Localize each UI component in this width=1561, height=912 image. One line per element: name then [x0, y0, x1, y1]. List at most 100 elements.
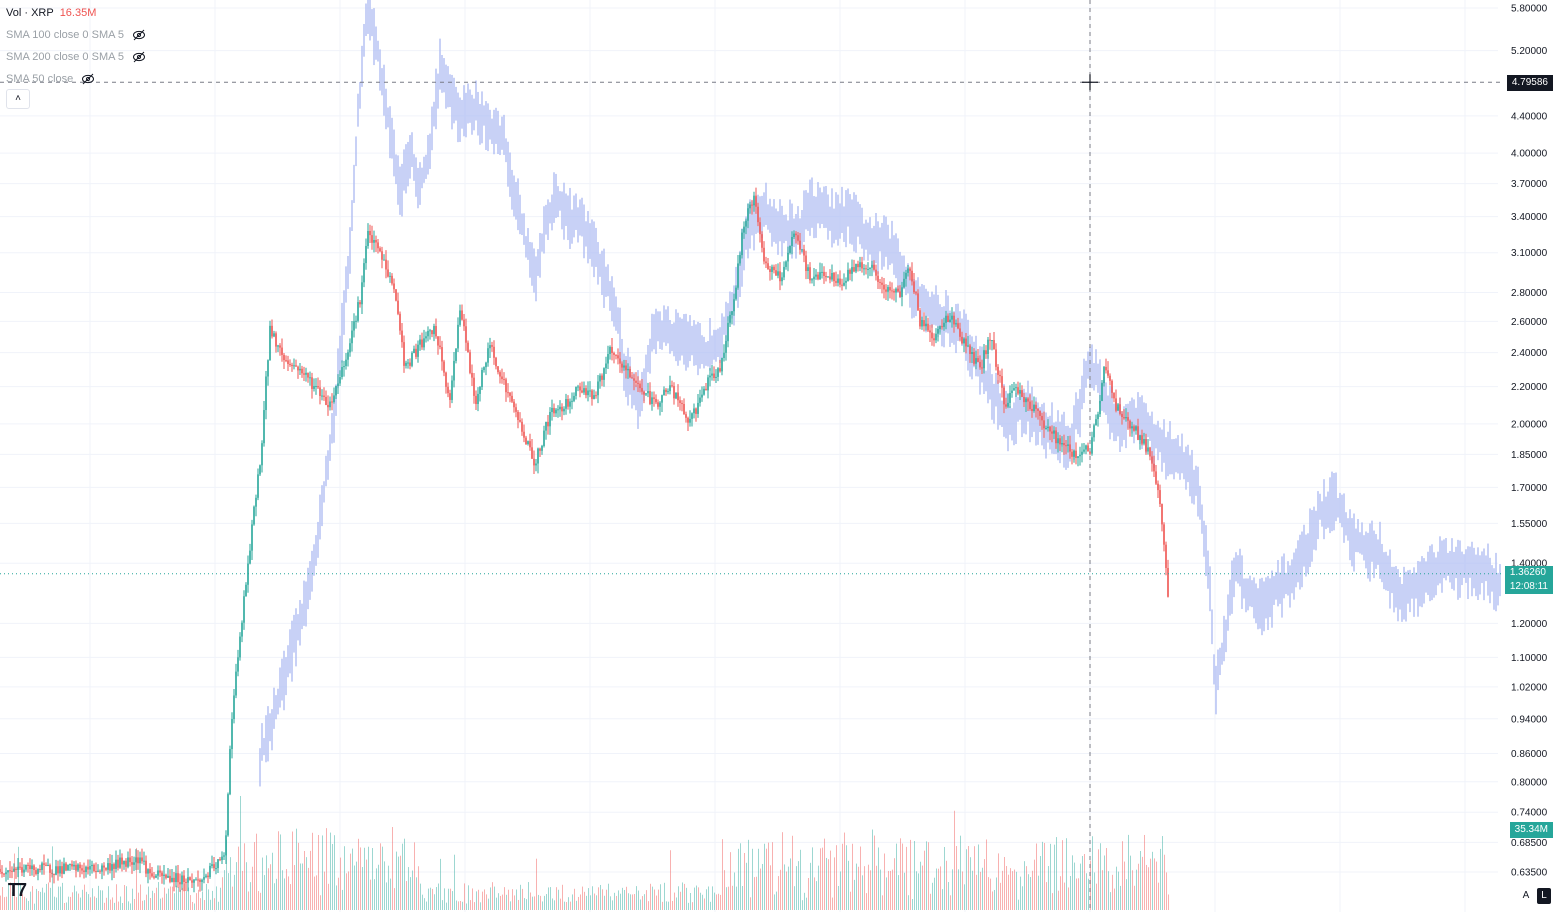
volume-bar — [358, 838, 359, 910]
volume-bar — [338, 877, 339, 910]
candle-body — [281, 347, 283, 355]
candle-body — [753, 195, 755, 206]
volume-bar — [896, 843, 897, 910]
volume-bar — [382, 846, 383, 910]
candle-body — [391, 275, 393, 284]
volume-bar — [974, 846, 975, 910]
tradingview-logo[interactable]: T7 — [8, 880, 28, 900]
legend-sma200[interactable]: SMA 200 close 0 SMA 5 — [6, 46, 146, 68]
volume-bar — [816, 881, 817, 910]
log-scale-button[interactable]: L — [1537, 888, 1551, 904]
volume-bar — [1030, 877, 1031, 910]
volume-bar — [464, 883, 465, 910]
eye-crossed-icon[interactable] — [81, 72, 95, 86]
candle-body — [171, 877, 173, 882]
volume-bar — [290, 884, 291, 910]
volume-bar — [894, 858, 895, 910]
price-tick-label: 1.10000 — [1511, 653, 1548, 664]
candle-body — [221, 856, 223, 861]
candle-body — [653, 397, 655, 399]
candle-body — [595, 395, 597, 397]
auto-scale-button[interactable]: A — [1522, 890, 1530, 901]
volume-bar — [760, 868, 761, 910]
price-tick-label: 0.68500 — [1511, 838, 1548, 849]
volume-bar — [304, 850, 305, 910]
volume-bar — [780, 869, 781, 910]
volume-bar — [226, 839, 227, 910]
price-tick-label: 0.80000 — [1511, 777, 1548, 788]
candle-body — [1005, 404, 1007, 407]
volume-bar — [788, 866, 789, 910]
candle-body — [807, 267, 809, 272]
volume-bar — [474, 902, 475, 910]
candle-body — [133, 862, 135, 865]
volume-bar — [386, 882, 387, 910]
candle-body — [1067, 444, 1069, 446]
candle-body — [551, 407, 553, 412]
candle-body — [643, 391, 645, 395]
price-tick-label: 1.55000 — [1511, 519, 1548, 530]
legend-sma50[interactable]: SMA 50 close — [6, 68, 146, 90]
candle-body — [165, 874, 167, 878]
candle-body — [109, 863, 111, 871]
legend: Vol · XRP 16.35M SMA 100 close 0 SMA 5 S… — [6, 2, 146, 90]
candle-body — [1053, 430, 1055, 434]
candle-body — [465, 326, 467, 343]
volume-bar — [652, 886, 653, 910]
volume-bar — [942, 889, 943, 910]
candle-body — [9, 870, 11, 872]
volume-bar — [68, 896, 69, 910]
volume-bar — [374, 879, 375, 910]
candle-body — [1139, 435, 1141, 440]
volume-bar — [352, 848, 353, 910]
candle-body — [1011, 390, 1013, 394]
candle-body — [253, 506, 255, 525]
candle-body — [411, 352, 413, 366]
volume-bar — [548, 887, 549, 910]
candle-body — [57, 866, 59, 874]
volume-bar — [1154, 858, 1155, 910]
eye-crossed-icon[interactable] — [132, 50, 146, 64]
candle-body — [289, 364, 291, 366]
volume-bar — [960, 835, 961, 910]
candle-body — [719, 368, 721, 372]
volume-bar — [1040, 856, 1041, 910]
candle-body — [335, 386, 337, 396]
volume-bar — [138, 892, 139, 910]
candle-series — [0, 187, 1169, 893]
volume-bar — [964, 884, 965, 910]
volume-bar — [164, 887, 165, 910]
price-tick-label: 2.20000 — [1511, 382, 1548, 393]
chevron-up-icon: ˄ — [15, 93, 21, 104]
candle-body — [981, 367, 983, 369]
volume-bar — [902, 843, 903, 910]
volume-bar — [906, 846, 907, 910]
candle-body — [23, 869, 25, 873]
volume-bar — [792, 835, 793, 910]
candle-body — [157, 870, 159, 876]
volume-bar — [976, 874, 977, 910]
legend-volume[interactable]: Vol · XRP 16.35M — [6, 2, 146, 24]
volume-bar — [804, 892, 805, 910]
legend-collapse-button[interactable]: ˄ — [6, 89, 30, 109]
candle-body — [323, 395, 325, 397]
volume-bar — [594, 893, 595, 910]
candle-body — [41, 863, 43, 870]
candle-body — [715, 376, 717, 378]
eye-crossed-icon[interactable] — [132, 28, 146, 42]
legend-sma100[interactable]: SMA 100 close 0 SMA 5 — [6, 24, 146, 46]
volume-bar — [1070, 876, 1071, 910]
volume-bar — [408, 867, 409, 910]
candle-body — [891, 290, 893, 292]
candle-body — [39, 869, 41, 871]
volume-bar — [380, 843, 381, 910]
volume-bar — [864, 866, 865, 910]
candle-body — [561, 406, 563, 412]
candle-body — [841, 284, 843, 286]
volume-bar — [564, 901, 565, 910]
chart-grid — [0, 0, 1498, 912]
volume-bar — [330, 832, 331, 910]
volume-bar — [686, 887, 687, 910]
sma200-label: SMA 200 close 0 SMA 5 — [6, 51, 125, 63]
